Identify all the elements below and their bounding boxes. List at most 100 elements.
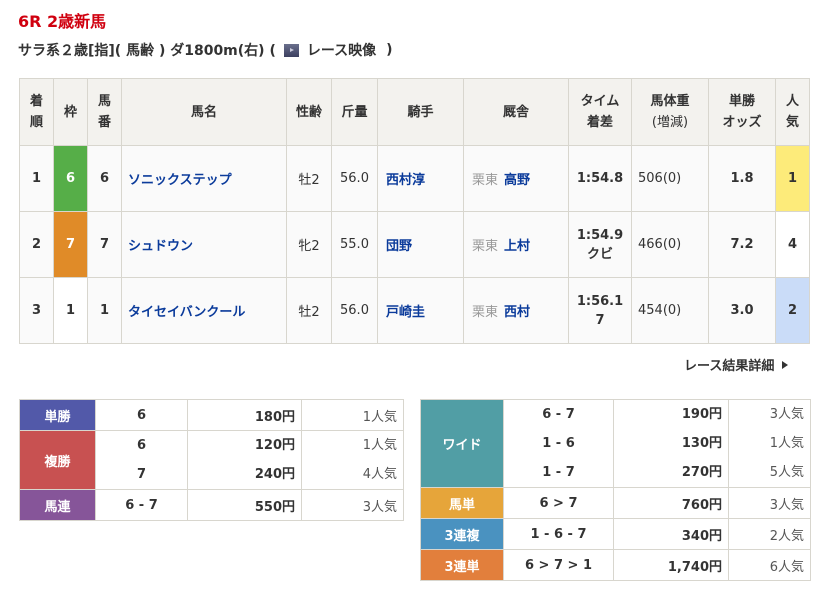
- payout-amount: 130円: [681, 436, 722, 451]
- sex-age-cell: 牝2: [286, 211, 332, 278]
- jockey-link[interactable]: 西村淳: [386, 173, 426, 188]
- time-value: 1:56.1: [576, 293, 624, 309]
- payout-amount: 1,740円: [667, 559, 722, 575]
- race-video-link[interactable]: レース映像: [306, 43, 377, 59]
- payout-combination: 1 - 7: [542, 465, 575, 480]
- jockey-cell: 団野: [377, 211, 464, 278]
- weight-cell: 56.0: [331, 277, 378, 344]
- jockey-cell: 西村淳: [377, 145, 464, 212]
- payout-combination-cell: 1 - 6 - 7: [503, 518, 614, 550]
- payout-type-label: 3連複: [420, 518, 504, 550]
- body-weight-cell: 506(0): [631, 145, 709, 212]
- horse-name-link[interactable]: タイセイバンクール: [128, 305, 246, 320]
- rank-cell: 3: [19, 277, 54, 344]
- time-value: 1:54.9: [576, 227, 624, 243]
- payout-amount: 340円: [681, 528, 722, 544]
- payout-amount: 270円: [681, 465, 722, 480]
- payout-amount-cell: 340円: [613, 518, 729, 550]
- detail-link-text[interactable]: レース結果詳細: [684, 359, 775, 374]
- payout-combination: 6 > 7: [539, 495, 578, 511]
- payout-popularity: 1人気: [362, 438, 397, 453]
- header-time: タイム 着差: [568, 78, 632, 146]
- payout-popularity-cell: 3人気: [728, 487, 811, 519]
- payout-amount-cell: 180円: [187, 399, 302, 431]
- body-weight-cell: 454(0): [631, 277, 709, 344]
- payout-row: 複勝 6 7 120円 240円 1人気 4人気: [19, 430, 404, 490]
- payout-combination: 7: [136, 467, 147, 482]
- payout-type-label: 馬連: [19, 489, 96, 521]
- payout-row: 単勝 6 180円 1人気: [19, 399, 404, 431]
- popularity-cell: 2: [775, 277, 810, 344]
- horse-name-link[interactable]: ソニックステップ: [128, 173, 232, 188]
- payout-popularity-cell: 2人気: [728, 518, 811, 550]
- race-result-detail-link[interactable]: レース結果詳細: [684, 355, 789, 374]
- frame-cell: 6: [53, 145, 88, 212]
- payout-combination: 1 - 6 - 7: [530, 526, 587, 542]
- payout-row: 馬単 6 > 7 760円 3人気: [420, 487, 811, 519]
- payout-combination-cell: 6 - 7: [95, 489, 188, 521]
- trainer-link[interactable]: 西村: [504, 305, 531, 320]
- payout-popularity: 2人気: [769, 528, 804, 544]
- trainer-link[interactable]: 上村: [504, 239, 531, 254]
- weight-cell: 56.0: [331, 145, 378, 212]
- margin-value: 7: [595, 312, 605, 328]
- payout-popularity: 4人気: [362, 467, 397, 482]
- payout-popularity: 3人気: [769, 407, 804, 422]
- rank-cell: 1: [19, 145, 54, 212]
- stable-cell: 栗東 高野: [463, 145, 569, 212]
- payout-popularity: 1人気: [769, 436, 804, 451]
- payout-type-label: 3連単: [420, 549, 504, 581]
- margin-value: クビ: [586, 246, 613, 262]
- trainer-link[interactable]: 高野: [504, 173, 531, 188]
- horse-name-link[interactable]: シュドウン: [128, 239, 194, 254]
- payout-popularity: 3人気: [769, 497, 804, 513]
- payout-combination-cell: 6: [95, 399, 188, 431]
- time-cell: 1:54.9 クビ: [568, 211, 632, 278]
- stable-cell: 栗東 西村: [463, 277, 569, 344]
- payout-type-label: 単勝: [19, 399, 96, 431]
- header-pop: 人気: [775, 78, 810, 146]
- results-table: 着順 枠 馬番 馬名 性齢 斤量 騎手 厩舎 タイム 着差 馬体重 (増減) 単勝オ…: [19, 78, 810, 344]
- payout-amount-cell: 120円 240円: [187, 430, 302, 490]
- weight-cell: 55.0: [331, 211, 378, 278]
- jockey-link[interactable]: 戸崎圭: [386, 305, 426, 320]
- payout-combination: 6 - 7: [125, 497, 158, 513]
- video-icon[interactable]: [283, 43, 299, 57]
- header-body: 馬体重 (増減): [631, 78, 709, 146]
- payout-popularity-cell: 3人気: [301, 489, 404, 521]
- payout-row: ワイド 6 - 7 1 - 6 1 - 7 190円 130円 270円 3人気 1人気 5人気: [420, 399, 811, 488]
- payout-table-left: 単勝 6 180円 1人気 複勝 6 7 120円 240円 1人気 4人気 馬連 6 - 7 550円 3…: [19, 399, 404, 521]
- payout-amount-cell: 550円: [187, 489, 302, 521]
- header-sexage: 性齢: [286, 78, 332, 146]
- time-value: 1:54.8: [576, 171, 624, 186]
- payout-amount: 760円: [681, 497, 722, 513]
- popularity-cell: 4: [775, 211, 810, 278]
- horse-name-cell: シュドウン: [121, 211, 287, 278]
- payout-combination: 6: [136, 438, 147, 453]
- payout-type-label: ワイド: [420, 399, 504, 488]
- header-weight: 斤量: [331, 78, 378, 146]
- header-num: 馬番: [87, 78, 122, 146]
- sex-age-cell: 牡2: [286, 277, 332, 344]
- header-jockey: 騎手: [377, 78, 464, 146]
- odds-cell: 7.2: [708, 211, 776, 278]
- payout-popularity-cell: 6人気: [728, 549, 811, 581]
- payout-popularity: 5人気: [769, 465, 804, 480]
- horse-number-cell: 1: [87, 277, 122, 344]
- header-stable: 厩舎: [463, 78, 569, 146]
- payout-type-label: 馬単: [420, 487, 504, 519]
- payout-amount: 240円: [254, 467, 295, 482]
- payout-amount: 190円: [681, 407, 722, 422]
- body-weight-cell: 466(0): [631, 211, 709, 278]
- horse-number-cell: 7: [87, 211, 122, 278]
- stable-region: 栗東: [472, 305, 499, 320]
- frame-cell: 7: [53, 211, 88, 278]
- header-odds: 単勝 オッズ: [708, 78, 776, 146]
- payout-popularity-cell: 3人気 1人気 5人気: [728, 399, 811, 488]
- triangle-right-icon: [782, 360, 789, 369]
- payout-combination: 6: [136, 407, 147, 423]
- jockey-link[interactable]: 団野: [386, 239, 413, 254]
- payout-amount-cell: 1,740円: [613, 549, 729, 581]
- stable-cell: 栗東 上村: [463, 211, 569, 278]
- payout-popularity: 6人気: [769, 559, 804, 575]
